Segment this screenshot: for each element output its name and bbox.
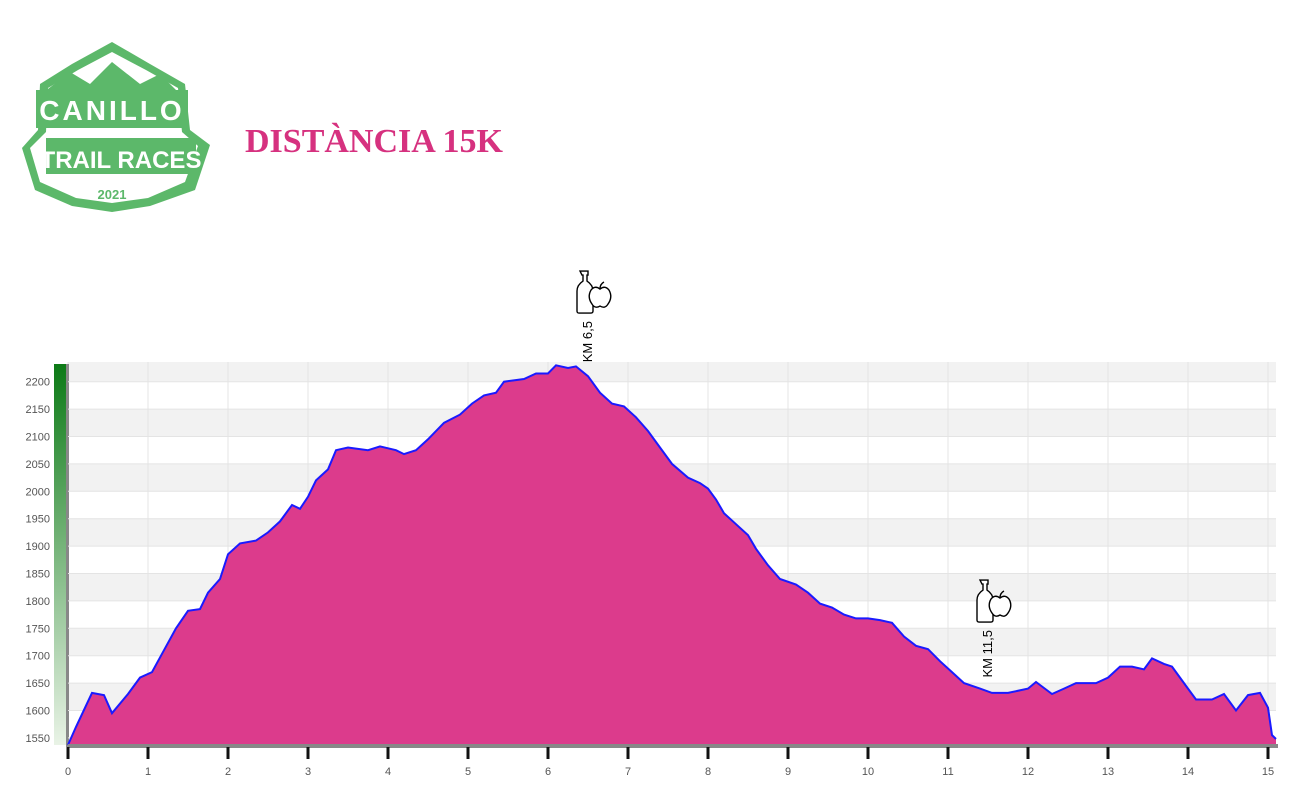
x-tick-label: 3 (305, 766, 311, 778)
y-tick-label: 1900 (26, 541, 50, 553)
x-tick-label: 5 (465, 766, 471, 778)
x-tick-label: 0 (65, 766, 71, 778)
axis-gradient (54, 364, 67, 745)
x-tick-label: 15 (1262, 766, 1274, 778)
y-tick-label: 1650 (26, 678, 50, 690)
annotation-label: KM 6,5 (580, 321, 595, 362)
y-tick-label: 2200 (26, 377, 50, 389)
chart-title: DISTÀNCIA 15K (245, 123, 503, 160)
x-tick-label: 1 (145, 766, 151, 778)
y-tick-label: 2100 (26, 432, 50, 444)
y-tick-label: 1600 (26, 705, 50, 717)
x-tick-label: 12 (1022, 766, 1034, 778)
y-tick-label: 2000 (26, 486, 50, 498)
y-tick-label: 1850 (26, 568, 50, 580)
x-tick-label: 11 (942, 766, 953, 778)
x-tick-label: 4 (385, 766, 391, 778)
area (68, 365, 1276, 745)
y-tick-label: 2050 (26, 459, 50, 471)
y-tick-label: 1700 (26, 651, 50, 663)
apple (988, 590, 1012, 617)
y-tick-label: 1750 (26, 623, 50, 635)
x-tick-label: 2 (225, 766, 231, 778)
annotation-icon (976, 579, 1012, 623)
y-tick-label: 1800 (26, 596, 50, 608)
annotation-icon (576, 270, 612, 314)
bottle (976, 579, 994, 623)
x-tick-label: 8 (705, 766, 711, 778)
y-axis-line (66, 364, 69, 747)
logo-year: 2021 (98, 187, 127, 202)
logo-text: TRAIL RACES (41, 147, 202, 174)
x-tick-label: 7 (625, 766, 631, 778)
bottle (576, 270, 594, 314)
logo-text: CANILLO (39, 95, 184, 126)
grid-band (68, 362, 1276, 382)
grid-band (68, 409, 1276, 437)
logo: CANILLO TRAIL RACES 2021 (22, 42, 210, 212)
y-tick-label: 2150 (26, 404, 50, 416)
x-tick-label: 9 (785, 766, 791, 778)
x-axis-line (68, 744, 1278, 748)
x-tick-label: 14 (1182, 766, 1194, 778)
y-tick-label: 1950 (26, 514, 50, 526)
x-tick-label: 10 (862, 766, 874, 778)
annotation-label: KM 11,5 (980, 630, 995, 677)
line (67, 364, 1277, 746)
x-tick-label: 6 (545, 766, 551, 778)
apple (588, 281, 612, 308)
y-tick-label: 1550 (26, 733, 50, 745)
x-tick-label: 13 (1102, 766, 1114, 778)
